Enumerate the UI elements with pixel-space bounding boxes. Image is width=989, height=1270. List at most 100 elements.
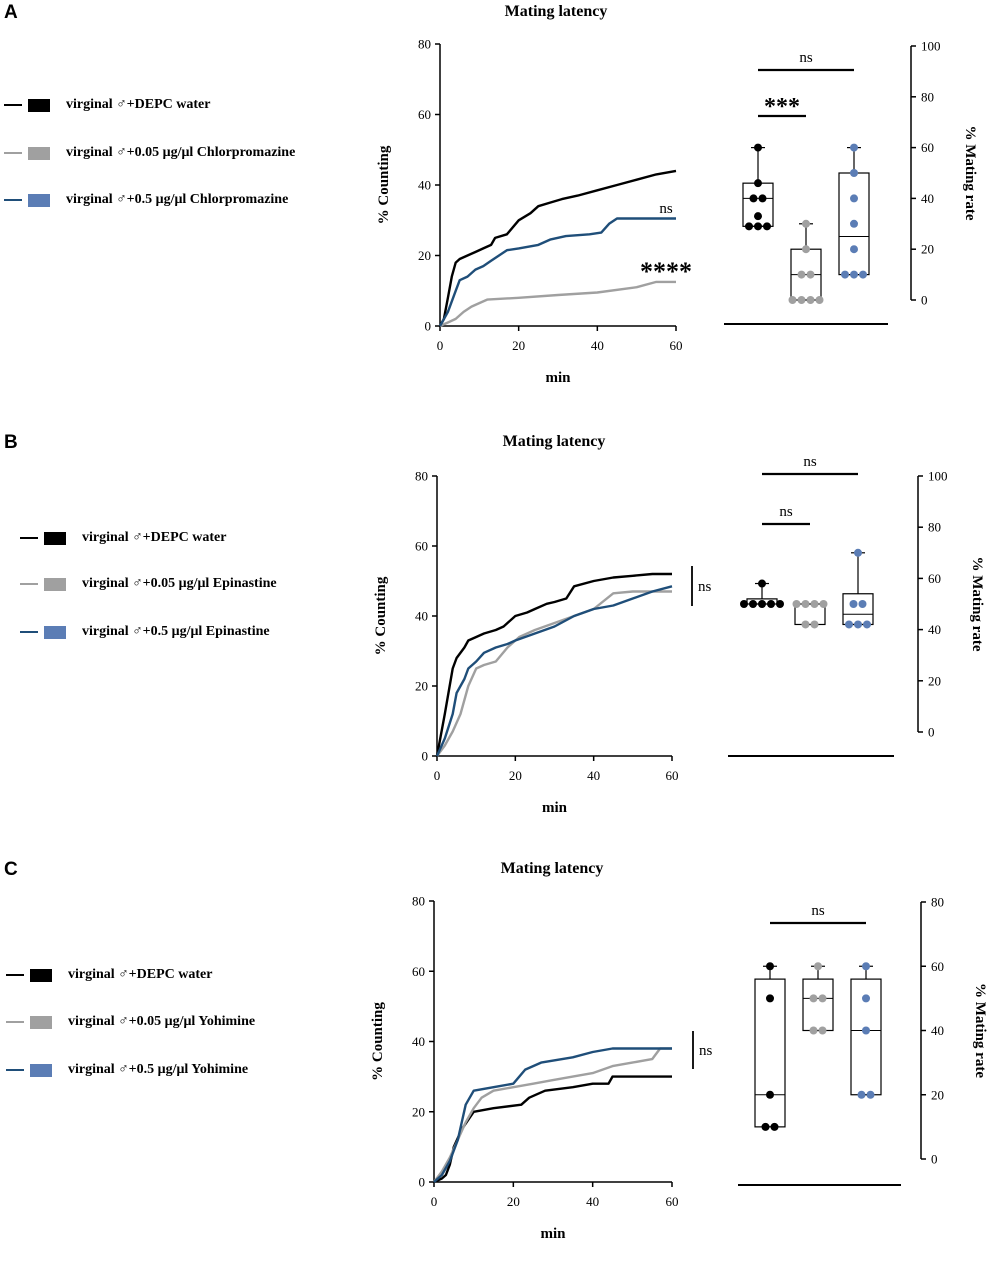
legend-item-high-dose: virginal ♂+0.5 μg/μl Epinastine [20, 624, 270, 640]
series-line [435, 585, 673, 757]
data-point [758, 600, 766, 608]
data-point [850, 270, 858, 279]
box-iqr [754, 978, 786, 1128]
legend-label: virginal ♂+0.5 μg/μl Yohimine [68, 1062, 249, 1077]
comparison-label: ns [779, 504, 793, 520]
box-y-tick-label: 40 [921, 191, 934, 206]
legend-line-icon [20, 630, 38, 634]
x-tick-label: 60 [670, 338, 683, 353]
box-y-tick-label: 80 [928, 520, 941, 535]
legend-item-low-dose: virginal ♂+0.05 μg/μl Chlorpromazine [4, 145, 295, 161]
series-ns-label: ns [698, 579, 712, 595]
legend-box-icon [28, 146, 50, 160]
y-tick-label: 40 [415, 609, 428, 624]
data-point [802, 219, 810, 228]
legend-item-high-dose: virginal ♂+0.5 μg/μl Yohimine [6, 1062, 248, 1078]
panel-letter: C [4, 859, 18, 880]
series-line [433, 1047, 672, 1183]
data-point [850, 219, 858, 228]
comparison-label: *** [764, 94, 800, 120]
legend-item-depc: virginal ♂+DEPC water [6, 967, 212, 983]
legend: virginal ♂+DEPC water virginal ♂+0.05 μg… [0, 430, 380, 690]
box-y-tick-label: 0 [931, 1152, 938, 1167]
legend-line-icon [6, 1020, 24, 1024]
data-point [766, 962, 774, 971]
data-point [818, 1026, 827, 1035]
box-y-tick-label: 0 [921, 293, 928, 308]
legend-line-icon [20, 536, 38, 540]
legend-box-icon [44, 531, 66, 545]
data-point [814, 962, 822, 971]
legend: virginal ♂+DEPC water virginal ♂+0.05 μg… [0, 0, 380, 260]
box-iqr [842, 593, 874, 626]
data-point [749, 194, 758, 203]
legend-label: virginal ♂+0.5 μg/μl Epinastine [82, 624, 270, 639]
legend-line-icon [20, 582, 38, 586]
data-point [740, 600, 748, 608]
x-axis-title: min [545, 370, 571, 386]
y-tick-label: 60 [412, 964, 425, 979]
y-tick-label: 0 [422, 749, 429, 764]
data-point [862, 994, 870, 1003]
data-point [819, 600, 828, 608]
data-point [806, 296, 815, 304]
comparison-label: ns [803, 454, 817, 470]
panel-letter: B [4, 432, 18, 453]
x-tick-label: 0 [431, 1194, 438, 1209]
legend-item-low-dose: virginal ♂+0.05 μg/μl Yohimine [6, 1014, 255, 1030]
legend-label: virginal ♂+0.5 μg/μl Chlorpromazine [66, 192, 289, 207]
comparison-label: ns [799, 50, 813, 66]
legend-line-icon [6, 1068, 24, 1072]
x-tick-label: 20 [512, 338, 525, 353]
chart-panel-a: Mating latency 0 20 40 60 80 0 20 40 60 min % Count… [376, 3, 978, 386]
data-point [754, 143, 762, 152]
series-line [439, 280, 676, 328]
data-point [863, 620, 871, 629]
data-point [809, 994, 818, 1003]
box-y-tick-label: 0 [928, 725, 935, 740]
data-point [858, 600, 867, 608]
box-y-tick-label: 40 [931, 1023, 944, 1038]
box-y-axis-title: % Mating rate [962, 126, 978, 221]
data-point [859, 270, 867, 279]
data-point [849, 600, 858, 608]
box-iqr [794, 603, 826, 626]
legend-label: virginal ♂+DEPC water [66, 97, 211, 112]
data-point [788, 296, 797, 304]
data-point [801, 620, 810, 629]
x-axis-title: min [540, 1226, 566, 1242]
data-point [854, 548, 862, 557]
data-point [776, 600, 784, 608]
box-y-tick-label: 40 [928, 622, 941, 637]
box-y-tick-label: 100 [921, 39, 941, 54]
chart-title: Mating latency [503, 433, 606, 450]
series-line [433, 1075, 672, 1184]
data-point [801, 600, 810, 608]
chart-title: Mating latency [505, 3, 608, 20]
significance-stars: **** [640, 257, 692, 286]
legend-box-icon [30, 968, 52, 982]
data-point [810, 620, 819, 629]
legend-item-high-dose: virginal ♂+0.5 μg/μl Chlorpromazine [4, 192, 288, 208]
data-point [766, 994, 774, 1003]
data-point [749, 600, 757, 608]
x-tick-label: 20 [507, 1194, 520, 1209]
chart-panel-c: Mating latency 0 20 40 60 80 0 20 40 60 min % Count… [370, 860, 988, 1242]
series-line [435, 572, 672, 757]
x-tick-label: 40 [587, 768, 600, 783]
box-y-tick-label: 20 [931, 1087, 944, 1102]
y-tick-label: 40 [418, 178, 431, 193]
legend-line-icon [4, 198, 22, 202]
legend-box-icon [44, 625, 66, 639]
y-tick-label: 60 [415, 539, 428, 554]
data-point [797, 296, 806, 304]
x-tick-label: 0 [437, 338, 444, 353]
chart-title: Mating latency [501, 860, 604, 877]
data-point [854, 620, 862, 629]
box-y-tick-label: 60 [931, 959, 944, 974]
data-point [763, 222, 771, 231]
data-point [754, 212, 762, 221]
data-point [845, 620, 853, 629]
series-line [433, 1047, 672, 1183]
box-y-tick-label: 60 [928, 571, 941, 586]
